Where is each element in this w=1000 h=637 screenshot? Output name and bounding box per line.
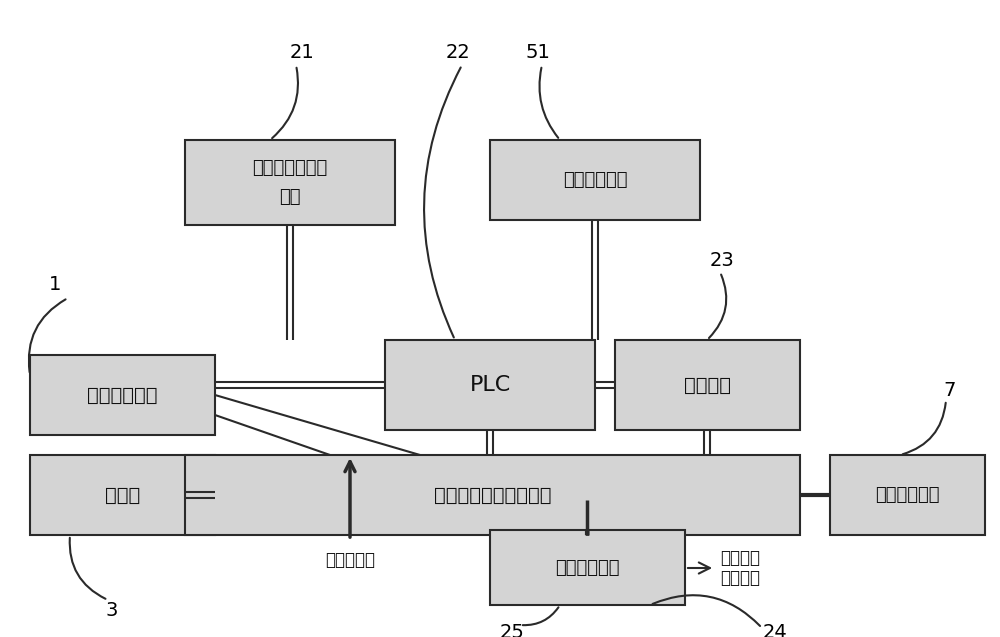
Text: 23: 23: [710, 250, 734, 269]
Text: PLC: PLC: [469, 375, 511, 395]
Bar: [30, 455, 215, 535]
Text: 直流开关电源: 直流开关电源: [555, 559, 620, 576]
Bar: [615, 340, 800, 430]
Text: 7: 7: [944, 380, 956, 399]
Text: 25: 25: [500, 622, 524, 637]
Bar: [30, 355, 215, 435]
Text: 温度采集模块: 温度采集模块: [563, 171, 627, 189]
Bar: [830, 455, 985, 535]
Bar: [490, 140, 700, 220]
Text: 开关柜: 开关柜: [105, 485, 140, 505]
Text: 直流电源
到各模块: 直流电源 到各模块: [720, 548, 760, 587]
Text: 24: 24: [763, 622, 787, 637]
Text: 22: 22: [446, 43, 470, 62]
Bar: [385, 340, 595, 430]
Text: 21: 21: [290, 43, 314, 62]
Text: 1: 1: [49, 275, 61, 294]
Text: 主电源输入: 主电源输入: [325, 551, 375, 569]
Text: 3: 3: [106, 601, 118, 620]
Text: 控制及保护继电器集合: 控制及保护继电器集合: [434, 485, 551, 505]
Text: 调压模块: 调压模块: [684, 375, 731, 394]
Bar: [490, 530, 685, 605]
Text: 送器: 送器: [279, 188, 301, 206]
Bar: [185, 455, 800, 535]
Bar: [185, 140, 395, 225]
Text: 51: 51: [526, 43, 550, 62]
Text: 电压电流信号变: 电压电流信号变: [252, 159, 328, 177]
Text: 计算机控制台: 计算机控制台: [87, 385, 158, 404]
Text: 接触式调压器: 接触式调压器: [875, 486, 940, 504]
